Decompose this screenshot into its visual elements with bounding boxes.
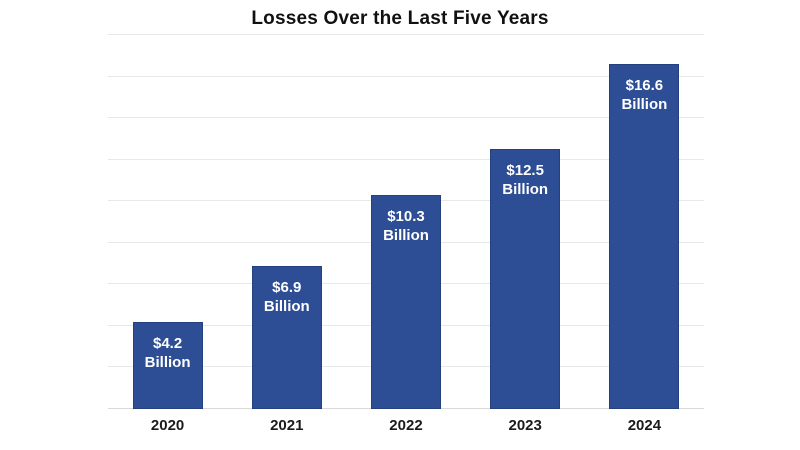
x-axis-label-2022: 2022: [389, 417, 423, 434]
bar-value-label: $6.9 Billion: [253, 278, 321, 316]
bar-value-label-line: $6.9: [272, 278, 302, 296]
x-axis-label-2020: 2020: [150, 417, 185, 434]
bar-slot: $16.6 Billion: [585, 35, 704, 409]
bar-value-label: $10.3 Billion: [372, 207, 440, 245]
bar-2023: $12.5 Billion: [490, 149, 561, 409]
bar-slot: $4.2 Billion: [108, 35, 227, 409]
bar-slot: $12.5 Billion: [466, 35, 585, 409]
plot-area: $4.2 Billion $6.9 Billion $10.3 Billion $12.5 B…: [108, 34, 704, 409]
bar-value-label-line: $16.6: [625, 77, 664, 95]
bar-value-label-line: Billion: [383, 227, 429, 244]
bar-2022: $10.3 Billion: [370, 195, 441, 409]
gridline: [108, 117, 704, 119]
bar-slot: $10.3 Billion: [346, 35, 465, 409]
bar-2020: $4.2 Billion: [132, 321, 203, 409]
bar-value-label-line: $10.3: [387, 208, 425, 225]
bar-value-label-line: $12.5: [506, 162, 544, 180]
gridline: [108, 75, 704, 77]
bar-2021: $6.9 Billion: [251, 265, 322, 409]
bar-value-label: $4.2 Billion: [134, 334, 202, 372]
bar-value-label-line: Billion: [621, 96, 668, 114]
bar-value-label-line: Billion: [502, 181, 549, 199]
bar-value-label-line: Billion: [144, 353, 191, 371]
x-axis-labels: 2020 2021 2022 2023 2024: [108, 417, 704, 439]
x-axis-label-2021: 2021: [270, 417, 304, 434]
bar-value-label: $12.5 Billion: [491, 161, 559, 199]
bar-2024: $16.6 Billion: [609, 64, 680, 409]
bar-value-label-line: Billion: [263, 297, 310, 315]
gridline: [108, 158, 704, 160]
x-axis-label-2023: 2023: [508, 417, 542, 434]
bar-value-label: $16.6 Billion: [610, 76, 678, 114]
x-axis-label-2024: 2024: [627, 417, 662, 434]
bar-slot: $6.9 Billion: [227, 35, 346, 409]
gridline: [108, 34, 704, 35]
bar-value-label-line: $4.2: [152, 334, 183, 352]
chart-title: Losses Over the Last Five Years: [251, 8, 549, 29]
